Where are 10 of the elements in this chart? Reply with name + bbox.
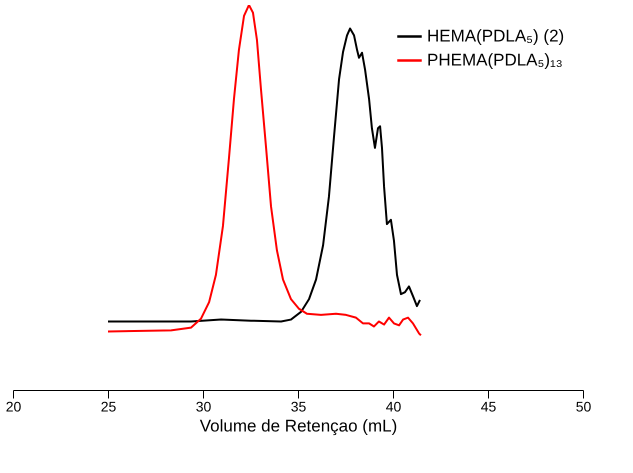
x-tick-label: 20 [6, 398, 22, 414]
x-tick-label: 50 [576, 398, 592, 414]
x-tick-label: 45 [480, 398, 496, 414]
x-tick-label: 40 [386, 398, 402, 414]
x-tick-label: 25 [100, 398, 116, 414]
x-axis-title: Volume de Retençao (mL) [200, 416, 398, 436]
x-tick-label: 35 [290, 398, 306, 414]
legend-label: HEMA(PDLA₅) (2) [427, 26, 564, 46]
x-tick-label: 30 [196, 398, 212, 414]
legend-label: PHEMA(PDLA₅)₁₃ [427, 50, 563, 70]
